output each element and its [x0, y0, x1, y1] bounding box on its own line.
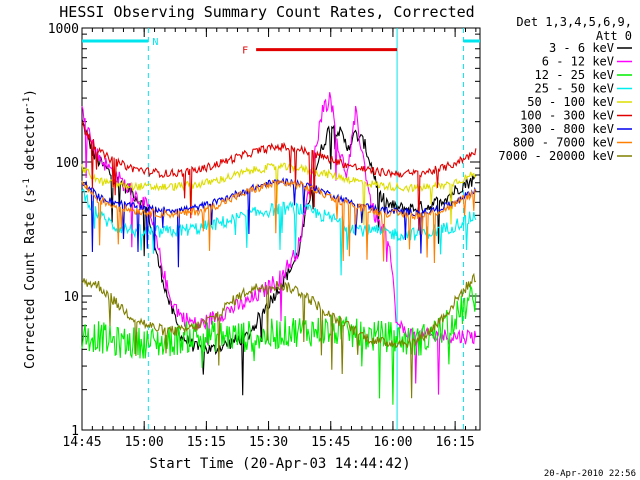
- x-axis: 14:45 15:00 15:15 15:30 15:45 16:00 16:15: [62, 28, 477, 450]
- y-axis-label-sup2: -1: [22, 97, 32, 108]
- annotation-label: N: [152, 37, 158, 48]
- date-stamp: 20-Apr-2010 22:56: [544, 469, 636, 479]
- y-axis-label-end: ): [23, 89, 38, 97]
- legend-label: 100 - 300 keV: [520, 109, 614, 123]
- x-tick-label: 15:00: [125, 435, 164, 450]
- series-line-7: [81, 179, 476, 264]
- y-axis-label-main: Corrected Count Rate (s: [23, 189, 38, 369]
- y-axis-label-mid: detector: [23, 108, 38, 179]
- legend-label: 300 - 800 keV: [520, 122, 614, 136]
- legend-header-line: Att 0: [596, 29, 632, 43]
- series-line-8: [81, 272, 476, 399]
- x-axis-label: Start Time (20-Apr-03 14:44:42): [149, 456, 410, 472]
- legend-label: 12 - 25 keV: [535, 68, 614, 82]
- x-tick-label: 15:15: [187, 435, 226, 450]
- series-group: [81, 92, 477, 405]
- chart-title: HESSI Observing Summary Count Rates, Cor…: [59, 3, 474, 21]
- plot-area: NF: [81, 28, 480, 430]
- y-tick-label: 1: [71, 424, 79, 439]
- y-axis-label-sup1: -1: [22, 178, 32, 189]
- series-line-4: [81, 162, 477, 225]
- legend-header-line: Det 1,3,4,5,6,9,: [516, 15, 632, 29]
- x-tick-label: 16:15: [436, 435, 475, 450]
- legend-label: 800 - 7000 keV: [513, 136, 614, 150]
- series-line-5: [81, 121, 477, 231]
- x-tick-label: 16:00: [373, 435, 412, 450]
- legend-label: 6 - 12 keV: [542, 55, 614, 69]
- legend-label: 50 - 100 keV: [527, 95, 614, 109]
- series-line-0: [81, 119, 477, 396]
- plot-frame: [81, 27, 481, 431]
- y-tick-label: 1000: [48, 22, 79, 37]
- annotation-bars: NF: [82, 37, 480, 57]
- x-tick-label: 15:45: [311, 435, 350, 450]
- series-line-6: [81, 177, 477, 268]
- y-axis-label: Corrected Count Rate (s-1 detector-1): [22, 89, 38, 369]
- y-tick-label: 100: [56, 156, 79, 171]
- legend-label: 3 - 6 keV: [549, 41, 614, 55]
- annotation-label: F: [242, 46, 248, 57]
- legend-header: Det 1,3,4,5,6,9,Att 0: [516, 15, 632, 43]
- y-tick-label: 10: [63, 290, 79, 305]
- legend-label: 25 - 50 keV: [535, 82, 614, 96]
- x-tick-label: 14:45: [62, 435, 101, 450]
- x-tick-label: 15:30: [249, 435, 288, 450]
- legend-label: 7000 - 20000 keV: [498, 149, 614, 163]
- series-line-1: [81, 92, 477, 395]
